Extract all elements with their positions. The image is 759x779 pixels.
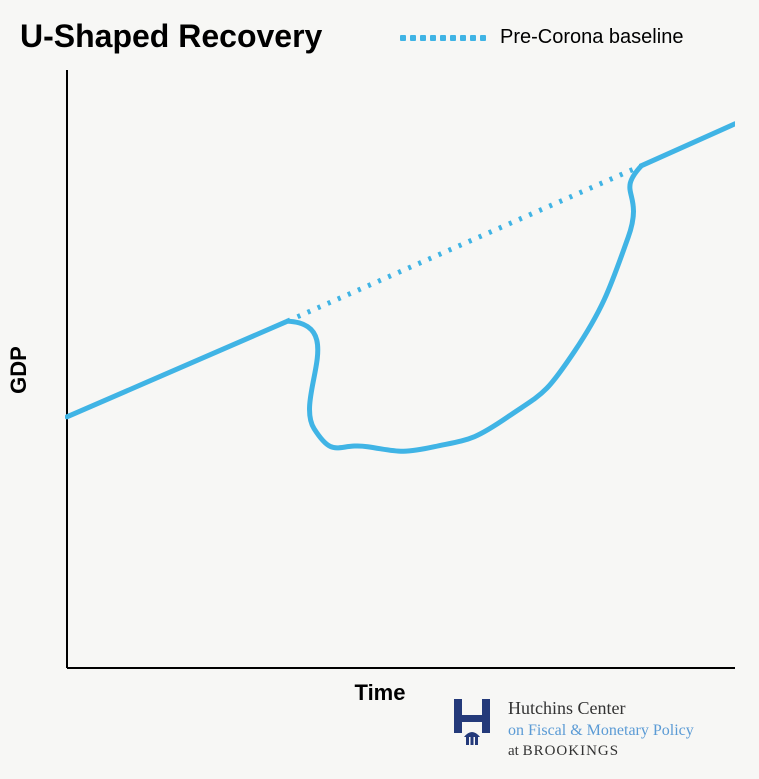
chart-title: U-Shaped Recovery [20,18,322,55]
y-axis-label: GDP [6,346,32,394]
attribution-prefix: at [508,743,523,759]
attribution-org: BROOKINGS [523,743,620,759]
attribution-line1: Hutchins Center [508,697,694,720]
legend-label: Pre-Corona baseline [500,26,683,49]
actual-series [67,124,735,451]
plot-svg [65,70,735,670]
attribution: Hutchins Center on Fiscal & Monetary Pol… [450,697,694,761]
legend: Pre-Corona baseline [400,26,683,49]
chart-area: GDP Time [25,70,735,670]
attribution-line3: at BROOKINGS [508,742,694,762]
brookings-logo-icon [450,697,494,747]
baseline-series [287,166,641,321]
legend-swatch [400,35,486,41]
x-axis-label: Time [355,680,406,706]
attribution-line2: on Fiscal & Monetary Policy [508,721,694,742]
